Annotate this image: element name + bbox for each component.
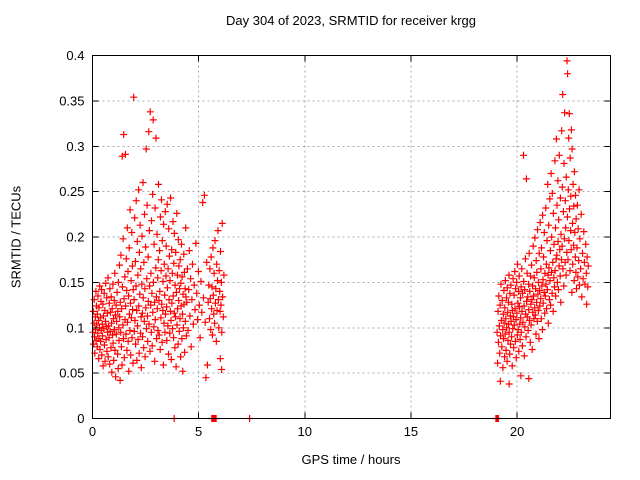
x-tick-label: 20 <box>510 424 524 439</box>
y-tick-label: 0.35 <box>59 93 84 108</box>
y-tick-label: 0.15 <box>59 275 84 290</box>
y-tick-label: 0.3 <box>66 139 84 154</box>
x-tick-label: 5 <box>195 424 202 439</box>
x-tick-label: 0 <box>89 424 96 439</box>
x-tick-label: 10 <box>298 424 312 439</box>
y-tick-label: 0.25 <box>59 184 84 199</box>
y-tick-label: 0.2 <box>66 230 84 245</box>
y-tick-label: 0.05 <box>59 366 84 381</box>
y-tick-label: 0.4 <box>66 48 84 63</box>
x-tick-label: 15 <box>404 424 418 439</box>
y-tick-label: 0.1 <box>66 320 84 335</box>
x-axis-label: GPS time / hours <box>301 452 401 467</box>
y-tick-label: 0 <box>77 411 84 426</box>
chart-title: Day 304 of 2023, SRMTID for receiver krg… <box>226 13 476 28</box>
